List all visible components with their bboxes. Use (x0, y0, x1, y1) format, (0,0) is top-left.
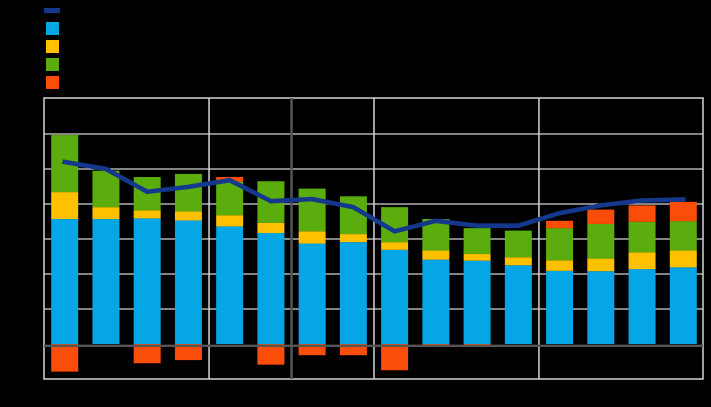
bar-segment-blue-1 (51, 219, 79, 344)
legend-item-blue-series (44, 22, 66, 35)
bar-segment-yellow-7 (298, 231, 326, 244)
bar-segment-yellow-9 (381, 242, 409, 250)
bar-segment-yellow-14 (587, 258, 615, 272)
bar-segment-yellow-12 (504, 257, 532, 266)
bar-segment-blue-9 (381, 249, 409, 344)
bar-segment-blue-3 (133, 218, 161, 344)
bar-segment-green-4 (174, 173, 202, 212)
legend (44, 4, 66, 94)
trend-line-series-swatch-icon (44, 8, 60, 13)
bar-segment-orange-negative-9 (381, 344, 409, 371)
bar-segment-green-16 (669, 221, 697, 251)
bar-segment-yellow-1 (51, 192, 79, 220)
bar-segment-blue-10 (422, 259, 450, 344)
bar-segment-yellow-15 (628, 252, 656, 270)
blue-series-swatch-icon (46, 22, 59, 35)
bar-segment-yellow-5 (216, 215, 244, 227)
bar-segment-blue-5 (216, 226, 244, 344)
legend-item-green-series (44, 58, 66, 71)
bar-segment-orange-positive-16 (669, 201, 697, 222)
orange-series-swatch-icon (46, 76, 59, 89)
bar-segment-green-8 (339, 196, 367, 235)
trend-line (62, 159, 686, 234)
yellow-series-swatch-icon (46, 40, 59, 53)
bar-segment-green-12 (504, 230, 532, 258)
bar-segment-green-14 (587, 223, 615, 259)
bar-segment-orange-negative-3 (133, 344, 161, 364)
bar-segment-yellow-11 (463, 254, 491, 261)
bar-segment-blue-2 (92, 219, 120, 344)
legend-item-yellow-series (44, 40, 66, 53)
legend-item-orange-series (44, 76, 66, 89)
bar-segment-orange-negative-4 (174, 344, 202, 361)
bar-segment-blue-15 (628, 269, 656, 344)
bar-segment-yellow-10 (422, 250, 450, 260)
legend-item-trend-line-series (44, 4, 66, 17)
bar-segment-blue-12 (504, 265, 532, 344)
bar-segment-orange-negative-8 (339, 344, 367, 356)
bar-segment-yellow-6 (257, 222, 285, 234)
bar-segment-blue-13 (546, 270, 574, 344)
bar-segment-blue-11 (463, 260, 491, 344)
bar-segment-blue-4 (174, 220, 202, 344)
bar-segment-yellow-4 (174, 211, 202, 221)
bar-segment-orange-negative-7 (298, 344, 326, 356)
green-series-swatch-icon (46, 58, 59, 71)
bar-segment-green-2 (92, 170, 120, 208)
bar-segment-orange-negative-6 (257, 344, 285, 365)
bar-segment-yellow-8 (339, 234, 367, 243)
bar-segment-blue-14 (587, 271, 615, 344)
bar-segment-yellow-2 (92, 207, 120, 220)
bar-segment-orange-positive-13 (546, 220, 574, 229)
bar-segment-blue-7 (298, 243, 326, 344)
bar-segment-orange-positive-14 (587, 209, 615, 224)
bar-segment-green-15 (628, 221, 656, 253)
bar-segment-orange-negative-1 (51, 344, 79, 372)
bar-segment-blue-16 (669, 267, 697, 344)
bar-segment-green-13 (546, 228, 574, 261)
bar-segment-yellow-3 (133, 210, 161, 219)
bar-segment-green-11 (463, 228, 491, 255)
bar-segment-yellow-16 (669, 250, 697, 268)
bar-segment-blue-6 (257, 233, 285, 344)
bar-segment-green-7 (298, 188, 326, 232)
bar-segment-orange-positive-15 (628, 205, 656, 222)
bar-segment-blue-8 (339, 242, 367, 344)
bar-segment-yellow-13 (546, 260, 574, 271)
